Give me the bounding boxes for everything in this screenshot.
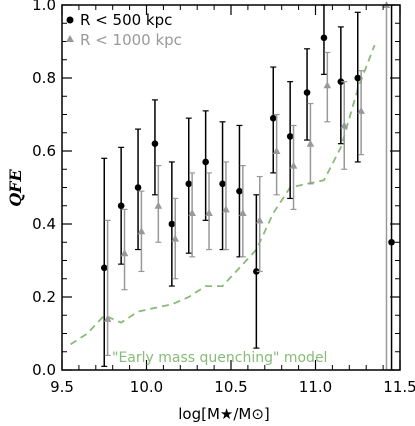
marker-circle: [236, 187, 243, 195]
marker-triangle: [323, 81, 332, 89]
data-point-r500: [269, 66, 277, 174]
data-point-r500: [117, 146, 125, 265]
data-point-r500: [151, 99, 159, 196]
y-tick-label: 1.0: [32, 0, 56, 14]
x-tick-label: 10.5: [214, 378, 247, 396]
marker-circle: [151, 140, 159, 147]
marker-triangle: [306, 139, 315, 147]
data-point-r1000: [340, 81, 349, 170]
x-axis-label: log[M★/M⊙]: [178, 405, 270, 423]
legend-marker-r1000: [66, 35, 74, 42]
marker-triangle: [239, 209, 247, 217]
data-point-r1000: [205, 172, 213, 251]
marker-circle: [286, 133, 294, 140]
model-annotation: "Early mass quenching" model: [112, 350, 327, 366]
data-point-r1000: [306, 102, 315, 185]
data-point-r1000: [272, 113, 281, 196]
marker-triangle: [120, 249, 129, 257]
marker-circle: [202, 158, 209, 166]
marker-circle: [185, 180, 193, 188]
data-point-r500: [134, 128, 142, 251]
marker-circle: [269, 114, 277, 122]
marker-circle: [303, 89, 311, 96]
legend-label-r500: R < 500 kpc: [80, 11, 172, 29]
data-point-r500: [219, 121, 226, 251]
x-tick-label: 11.0: [299, 378, 332, 396]
data-point-r1000: [103, 219, 112, 356]
marker-circle: [388, 238, 395, 246]
plot-frame: [61, 4, 401, 371]
y-tick-label: 0.2: [32, 288, 56, 306]
data-point-r1000: [323, 51, 332, 123]
marker-triangle: [272, 147, 281, 154]
data-point-r500: [236, 124, 243, 258]
legend-label-r1000: R < 1000 kpc: [80, 31, 182, 49]
marker-circle: [168, 220, 176, 228]
data-point-r1000: [239, 165, 247, 258]
y-tick-label: 0.6: [32, 142, 56, 160]
plot-area: [70, 1, 395, 371]
y-tick-label: 0.4: [32, 215, 56, 233]
marker-circle: [253, 268, 260, 275]
data-point-r500: [337, 26, 345, 145]
model-line: [70, 44, 376, 346]
data-point-r500: [320, 4, 328, 75]
axis-ticks: 9.5 10.0 10.5 11.0 11.5 0.0 0.2 0.4 0.6 0.8 1.0: [32, 0, 415, 396]
marker-triangle: [188, 209, 196, 217]
data-point-r500: [202, 110, 209, 221]
data-point-r1000: [289, 124, 298, 210]
marker-circle: [100, 264, 108, 272]
data-point-r1000: [171, 197, 180, 280]
legend-marker-r500: [66, 16, 74, 24]
y-tick-label: 0.8: [32, 69, 56, 87]
data-point-r1000: [137, 190, 146, 273]
marker-circle: [117, 202, 125, 210]
marker-circle: [320, 34, 328, 42]
legend: R < 500 kpc R < 1000 kpc: [66, 11, 182, 49]
marker-triangle: [154, 201, 163, 209]
data-point-r1000: [154, 165, 163, 243]
marker-circle: [337, 78, 345, 85]
marker-triangle: [205, 209, 213, 217]
marker-triangle: [103, 314, 112, 322]
marker-triangle: [137, 227, 146, 235]
data-point-r1000: [222, 161, 230, 251]
data-point-r1000: [255, 175, 264, 273]
data-point-r500: [168, 161, 176, 287]
marker-triangle: [171, 234, 180, 242]
data-point-r500: [253, 194, 260, 349]
marker-triangle: [255, 216, 264, 224]
marker-triangle: [357, 106, 365, 114]
marker-triangle: [289, 161, 298, 169]
data-point-r500: [303, 48, 311, 141]
marker-triangle: [222, 205, 230, 213]
data-point-r500: [354, 11, 362, 163]
data-point-r500: [388, 4, 395, 371]
marker-circle: [134, 184, 142, 191]
data-point-r500: [185, 117, 193, 254]
y-axis-label: QFE: [6, 168, 25, 206]
y-tick-label: 0.0: [32, 361, 56, 379]
marker-triangle: [340, 121, 349, 129]
data-point-r1000: [382, 1, 391, 371]
data-point-r500: [286, 81, 294, 200]
marker-circle: [219, 180, 226, 188]
data-point-r1000: [120, 208, 129, 291]
data-point-r1000: [188, 172, 196, 258]
data-point-r500: [100, 157, 108, 367]
marker-circle: [354, 74, 362, 82]
data-point-r1000: [357, 70, 365, 156]
x-tick-label: 9.5: [50, 378, 74, 396]
x-tick-label: 10.0: [130, 378, 163, 396]
x-tick-label: 11.5: [383, 378, 415, 396]
